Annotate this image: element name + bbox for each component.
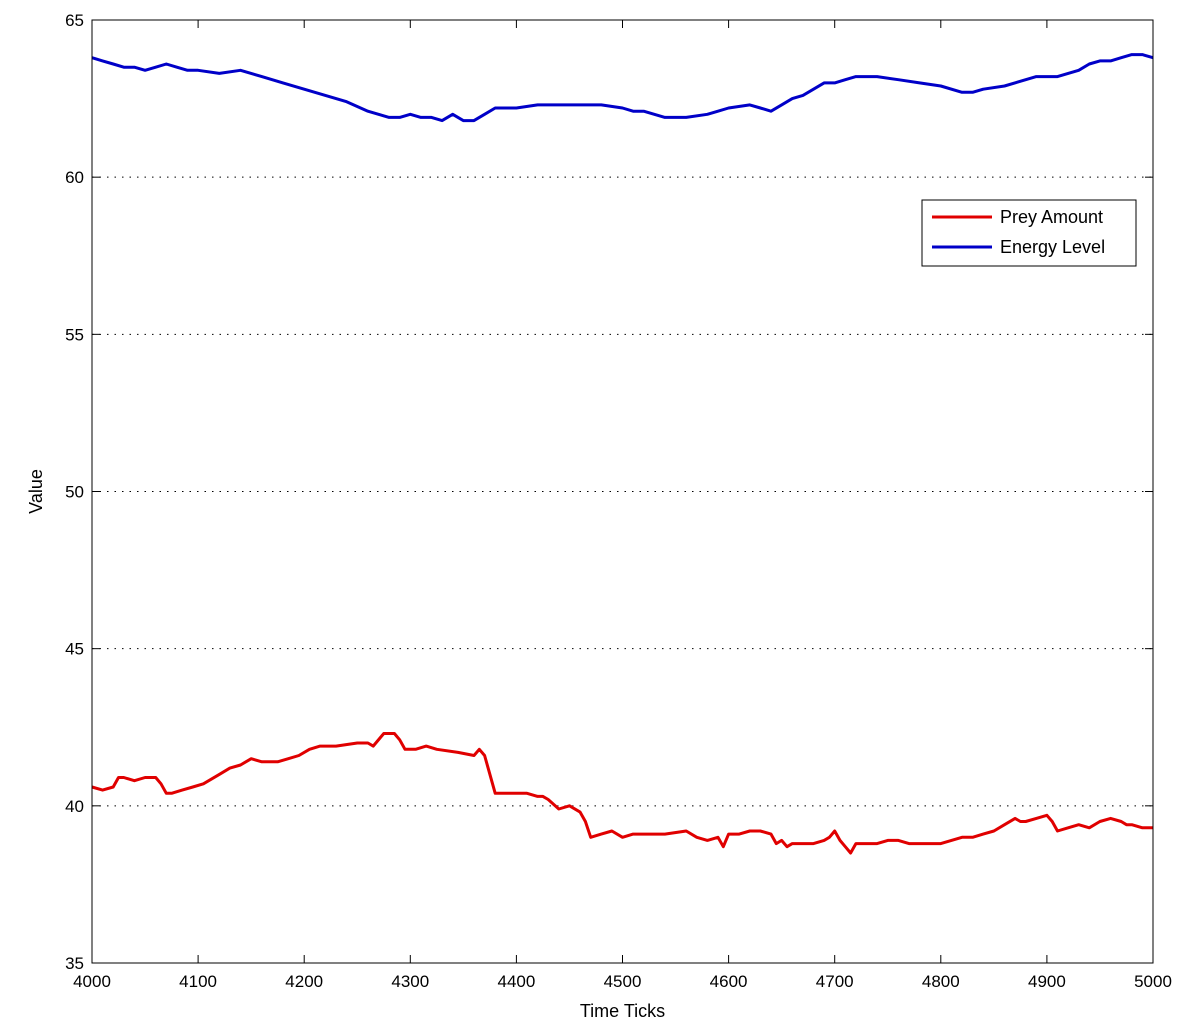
x-tick-label: 4400 <box>497 972 535 991</box>
x-tick-label: 4600 <box>710 972 748 991</box>
legend-label: Energy Level <box>1000 237 1105 257</box>
legend: Prey Amount Energy Level <box>921 199 1137 267</box>
x-tick-label: 4300 <box>391 972 429 991</box>
legend-label: Prey Amount <box>1000 207 1103 227</box>
y-tick-label: 65 <box>65 11 84 30</box>
y-tick-label: 40 <box>65 797 84 816</box>
x-tick-label: 4700 <box>816 972 854 991</box>
y-axis-label: Value <box>26 469 46 514</box>
x-tick-label: 4800 <box>922 972 960 991</box>
x-axis-label: Time Ticks <box>580 1001 665 1021</box>
y-tick-label: 45 <box>65 640 84 659</box>
x-tick-label: 4100 <box>179 972 217 991</box>
series-layer <box>91 53 1154 855</box>
x-tick-label: 4000 <box>73 972 111 991</box>
y-tick-label: 35 <box>65 954 84 973</box>
series-line-prey-amount <box>91 732 1153 855</box>
x-tick-label: 4200 <box>285 972 323 991</box>
axis-ticks: 4000 4100 4200 4300 4400 4500 4600 4700 4800 4900… <box>65 11 1172 991</box>
y-tick-label: 55 <box>65 325 84 344</box>
y-tick-label: 60 <box>65 168 84 187</box>
x-tick-label: 5000 <box>1134 972 1172 991</box>
x-tick-label: 4500 <box>604 972 642 991</box>
legend-box <box>921 199 1137 267</box>
series-line-energy-level <box>91 53 1154 123</box>
x-tick-label: 4900 <box>1028 972 1066 991</box>
y-tick-label: 50 <box>65 483 84 502</box>
